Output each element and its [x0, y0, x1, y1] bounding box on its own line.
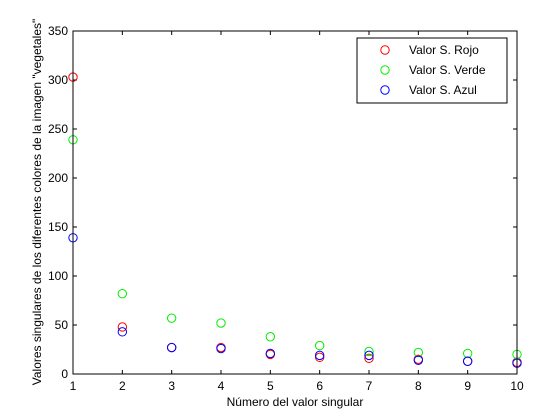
y-tick-label: 300 — [48, 73, 68, 87]
y-tick-label: 150 — [48, 220, 68, 234]
data-point-series-1 — [413, 347, 424, 358]
x-tick-label: 2 — [119, 379, 126, 393]
data-point-series-1 — [216, 318, 226, 328]
data-point-series-1 — [166, 313, 177, 323]
x-tick-label: 6 — [316, 379, 323, 393]
x-axis-label: Número del valor singular — [227, 395, 364, 409]
data-point-series-2 — [314, 350, 325, 361]
x-tick-label: 1 — [70, 379, 77, 393]
legend-label: Valor S. Rojo — [409, 43, 479, 57]
legend: Valor S. Rojo Valor S. Verde Valor S. Azul — [356, 37, 508, 104]
x-tick-label: 9 — [464, 379, 471, 393]
x-tick-label: 8 — [415, 379, 422, 393]
x-tick-label: 7 — [366, 379, 373, 393]
y-tick-label: 0 — [61, 367, 68, 381]
data-point-series-2 — [117, 327, 128, 337]
y-tick-label: 350 — [48, 24, 68, 38]
legend-label: Valor S. Azul — [409, 83, 477, 97]
y-tick-label: 250 — [48, 122, 68, 136]
data-point-series-1 — [117, 288, 128, 299]
data-point-series-1 — [265, 332, 276, 342]
x-tick-label: 3 — [168, 379, 175, 393]
legend-marker — [380, 85, 390, 95]
y-tick-label: 100 — [48, 269, 68, 283]
data-point-series-1 — [314, 340, 325, 351]
data-point-series-1 — [462, 348, 473, 359]
data-point-series-0 — [117, 322, 128, 332]
x-tick-label: 10 — [510, 379, 524, 393]
x-tick-label: 4 — [218, 379, 225, 393]
legend-label: Valor S. Verde — [409, 63, 486, 77]
y-tick-label: 200 — [48, 171, 68, 185]
plot-frame — [72, 30, 518, 375]
legend-marker — [380, 45, 390, 55]
data-point-series-2 — [166, 342, 177, 353]
data-point-series-2 — [364, 350, 374, 361]
data-point-series-2 — [216, 343, 226, 354]
legend-marker — [380, 65, 390, 75]
data-point-series-2 — [462, 356, 473, 366]
data-point-series-2 — [413, 355, 424, 365]
data-point-series-0 — [364, 353, 374, 364]
data-point-series-1 — [364, 346, 374, 357]
legend-box — [356, 37, 508, 104]
y-tick-label: 50 — [55, 318, 69, 332]
y-axis-label: Valores singulares de los diferentes col… — [30, 19, 44, 386]
data-point-series-2 — [265, 348, 276, 359]
x-tick-label: 5 — [267, 379, 274, 393]
